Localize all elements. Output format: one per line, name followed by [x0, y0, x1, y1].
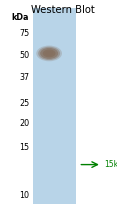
Ellipse shape [40, 48, 58, 59]
Text: 15kDa: 15kDa [104, 160, 117, 169]
Ellipse shape [43, 49, 56, 57]
Ellipse shape [36, 46, 62, 61]
Text: 15: 15 [19, 143, 29, 152]
Ellipse shape [38, 47, 60, 60]
Text: kDa: kDa [12, 13, 29, 22]
Text: 20: 20 [19, 119, 29, 128]
Text: 50: 50 [19, 51, 29, 60]
Text: 10: 10 [19, 191, 29, 200]
Text: Western Blot: Western Blot [31, 5, 95, 15]
FancyBboxPatch shape [33, 8, 76, 204]
Text: 37: 37 [19, 73, 29, 82]
Text: 25: 25 [19, 99, 29, 108]
Ellipse shape [45, 51, 53, 56]
Text: 75: 75 [19, 29, 29, 38]
